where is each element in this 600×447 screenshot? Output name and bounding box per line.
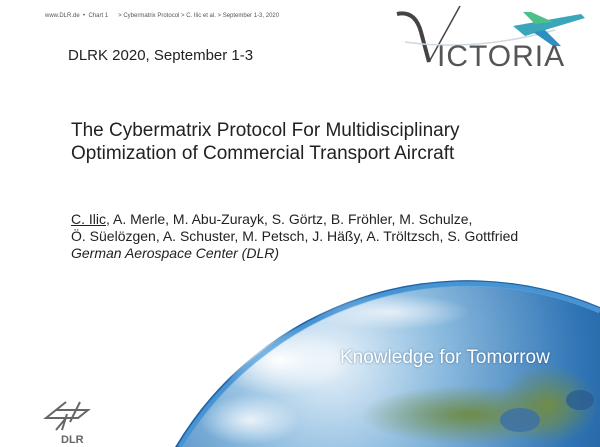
svg-text:DLR: DLR — [61, 434, 84, 446]
breadcrumb: > Cybermatrix Protocol > C. Ilic et al. … — [118, 13, 280, 19]
svg-text:ICTORIA: ICTORIA — [437, 40, 565, 70]
chart-number: Chart 1 — [88, 13, 109, 19]
presenter-name: C. Ilic — [71, 211, 106, 227]
slide-header: www.DLR.de • Chart 1 > Cybermatrix Proto… — [45, 13, 280, 19]
organization: German Aerospace Center (DLR) — [71, 245, 280, 261]
authors-line-1: C. Ilic, A. Merle, M. Abu-Zurayk, S. Gör… — [71, 211, 518, 228]
authors-line-2: Ö. Süelözgen, A. Schuster, M. Petsch, J.… — [71, 228, 519, 244]
conference-label: DLRK 2020, September 1-3 — [68, 47, 254, 64]
tagline: Knowledge for Tomorrow — [340, 347, 550, 368]
title-line-2: Optimization of Commercial Transport Air… — [71, 143, 455, 164]
author-block: C. Ilic, A. Merle, M. Abu-Zurayk, S. Gör… — [71, 211, 518, 262]
title-line-1: The Cybermatrix Protocol For Multidiscip… — [71, 120, 460, 141]
authors-line-1-rest: , A. Merle, M. Abu-Zurayk, S. Görtz, B. … — [106, 211, 473, 227]
dlr-logo: DLR — [43, 401, 91, 446]
victoria-logo: ICTORIA — [396, 5, 585, 70]
site-link[interactable]: www.DLR.de — [45, 13, 80, 19]
airplane-icon — [513, 12, 585, 46]
slide-title: The Cybermatrix Protocol For Multidiscip… — [71, 119, 460, 165]
